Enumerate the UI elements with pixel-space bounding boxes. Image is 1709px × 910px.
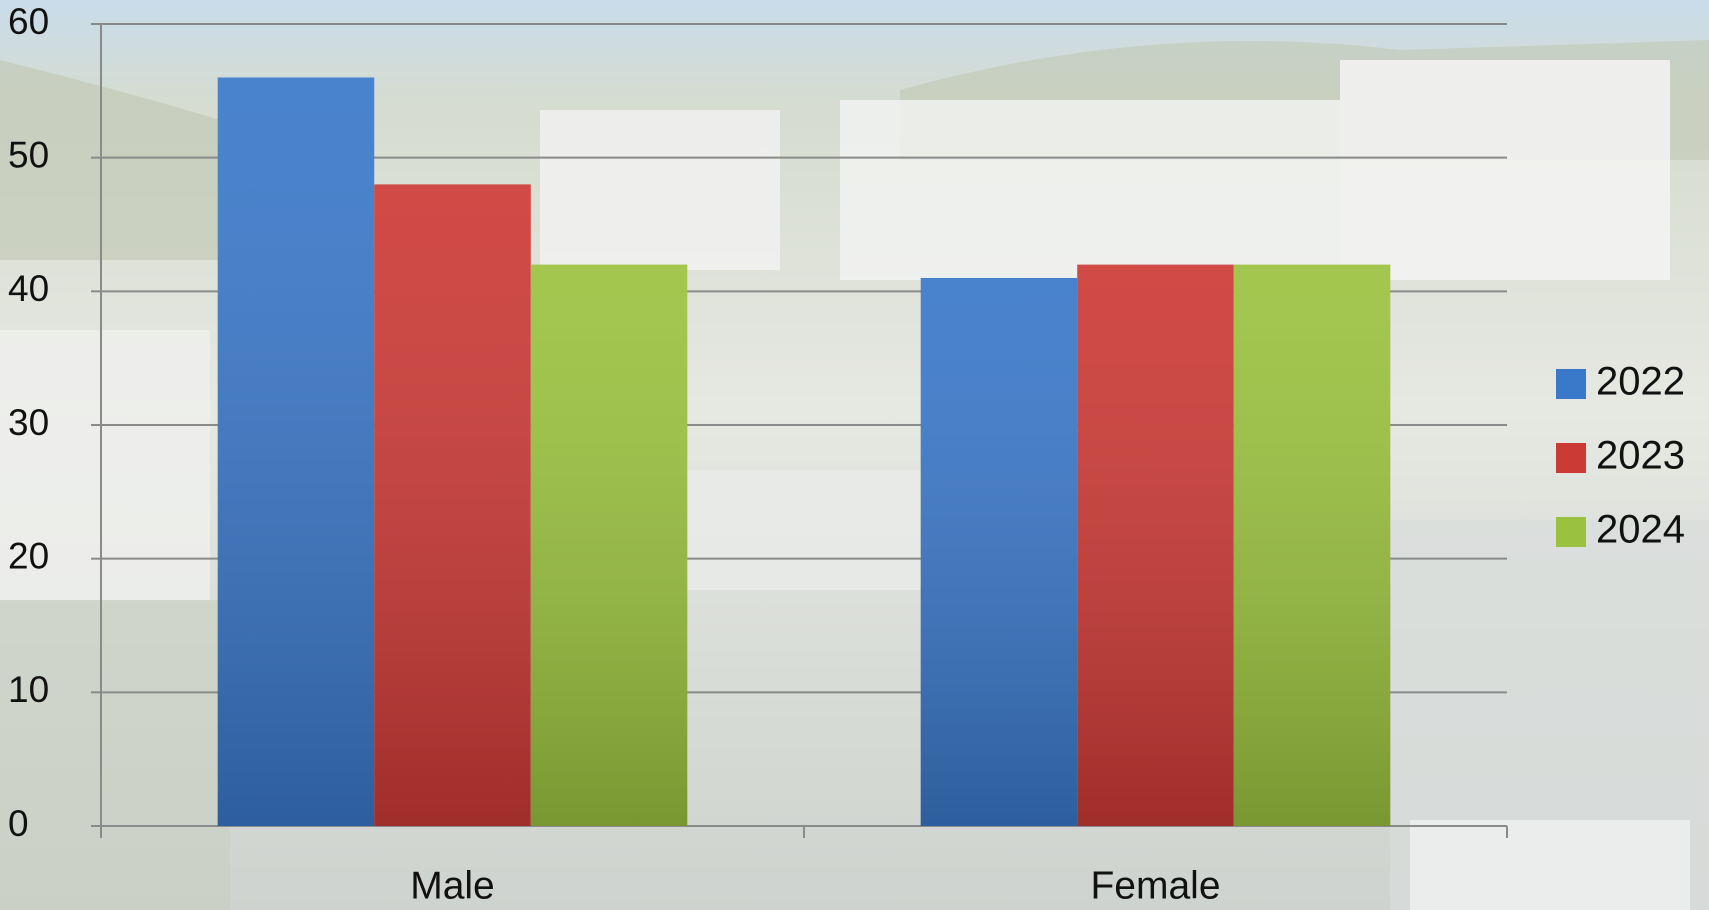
y-tick-label: 0 [8, 803, 29, 844]
y-tick-label: 40 [8, 268, 49, 309]
bar-shade [1077, 264, 1234, 827]
legend-swatch [1556, 443, 1586, 473]
legend-swatch [1556, 369, 1586, 399]
bar-shade [920, 277, 1078, 826]
y-tick-label: 20 [8, 535, 49, 576]
x-tick-label: Male [410, 864, 495, 907]
x-tick-label: Female [1090, 864, 1220, 907]
legend-swatch [1556, 517, 1586, 547]
bar-shade [530, 264, 688, 827]
y-tick-label: 30 [8, 402, 49, 443]
legend-label: 2024 [1596, 508, 1685, 552]
y-tick-label: 50 [8, 134, 49, 175]
legend-label: 2023 [1596, 434, 1685, 478]
bar-shade [374, 184, 531, 826]
y-tick-label: 60 [8, 1, 49, 42]
bar-shade [217, 77, 375, 826]
bar-shade [1233, 264, 1391, 827]
y-tick-label: 10 [8, 669, 49, 710]
legend-label: 2022 [1596, 360, 1685, 404]
